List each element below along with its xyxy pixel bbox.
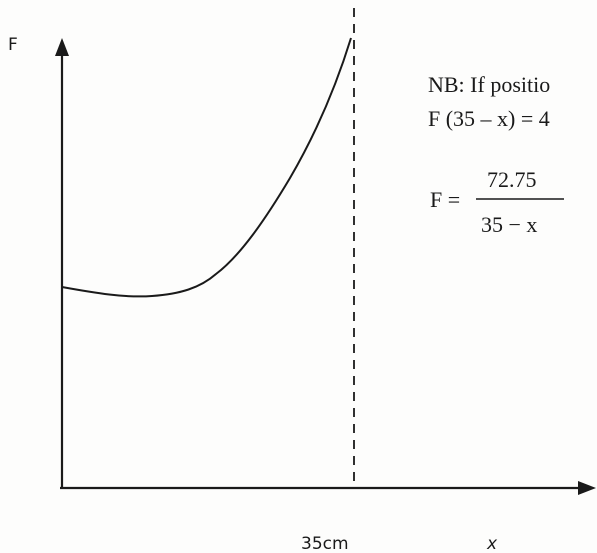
formula-numerator: 72.75	[487, 167, 537, 192]
x-marker-label: 35cm	[301, 534, 349, 553]
force-curve	[61, 37, 352, 298]
y-axis-label: F	[8, 35, 18, 55]
note-line-1: NB: If positio	[428, 72, 550, 97]
note-line-2: F (35 – x) = 4	[428, 106, 550, 131]
formula-lhs: F =	[430, 187, 460, 212]
formula-denominator: 35 − x	[481, 212, 537, 237]
y-axis-arrowhead	[55, 38, 69, 56]
x-axis-label: x	[486, 534, 498, 553]
x-axis-arrowhead	[578, 481, 596, 495]
